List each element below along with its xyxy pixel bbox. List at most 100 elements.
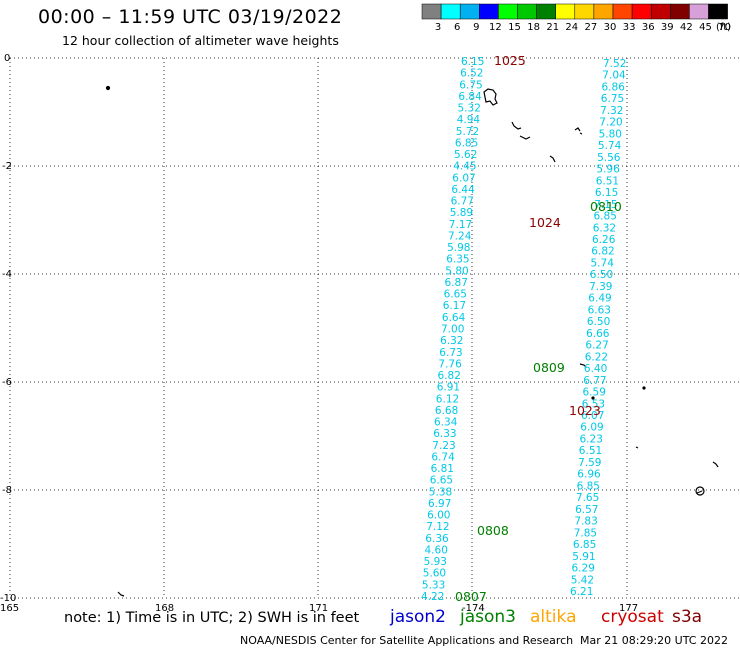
y-tick-label: -8 bbox=[2, 485, 12, 496]
colorbar-tick-label: 6 bbox=[454, 22, 460, 33]
wave-height-value: 7.20 bbox=[599, 117, 622, 129]
wave-height-value: 6.85 bbox=[577, 480, 600, 492]
wave-height-value: 7.23 bbox=[432, 440, 455, 452]
wave-height-value: 6.68 bbox=[435, 405, 458, 417]
wave-height-value: 6.87 bbox=[445, 277, 468, 289]
wave-height-value: 6.07 bbox=[581, 410, 604, 422]
wave-height-value: 6.77 bbox=[583, 375, 606, 387]
wave-height-value: 6.09 bbox=[580, 422, 603, 434]
x-tick-label: -174 bbox=[462, 603, 485, 614]
wave-height-value: 6.17 bbox=[443, 300, 466, 312]
wave-height-value: 6.29 bbox=[572, 563, 595, 575]
pass-label-1024: 1024 bbox=[529, 215, 561, 230]
wave-height-colorbar: 3 6 9 12 15 18 21 24 27 30 33 36 39 42 45 70 (ft) bbox=[421, 3, 731, 33]
legend-altika: altika bbox=[530, 607, 577, 627]
wave-height-value: 6.74 bbox=[431, 451, 455, 463]
wave-height-value: 6.86 bbox=[602, 82, 626, 94]
x-tick-label: 168 bbox=[155, 603, 174, 614]
wave-height-value: 5.74 bbox=[591, 258, 615, 270]
wave-height-value: 7.15 bbox=[594, 199, 617, 211]
wave-height-value: 7.52 bbox=[603, 58, 626, 70]
wave-height-value: 6.51 bbox=[579, 445, 602, 457]
colorbar-swatch bbox=[708, 3, 728, 20]
wave-height-value: 6.85 bbox=[594, 211, 617, 223]
legend-jason2: jason2 bbox=[390, 607, 446, 627]
colorbar-tick-label: 24 bbox=[565, 22, 578, 33]
island bbox=[579, 363, 587, 368]
wave-height-value: 4.22 bbox=[421, 591, 444, 603]
wave-height-value: 6.91 bbox=[437, 382, 460, 394]
colorbar-tick-label: 45 bbox=[699, 22, 712, 33]
wave-height-value: 5.42 bbox=[571, 574, 594, 586]
wave-height-value: 6.27 bbox=[585, 340, 608, 352]
wave-height-value: 6.49 bbox=[588, 293, 611, 305]
wave-height-value: 5.56 bbox=[597, 152, 621, 164]
chart-subtitle: 12 hour collection of altimeter wave hei… bbox=[62, 33, 339, 48]
island bbox=[117, 591, 125, 597]
wave-height-value: 6.34 bbox=[434, 417, 458, 429]
cryosat-track-1024: 7.527.046.866.757.327.205.805.745.565.96… bbox=[570, 58, 626, 598]
colorbar-tick-label: 39 bbox=[661, 22, 674, 33]
wave-height-value: 6.32 bbox=[440, 335, 463, 347]
pass-label-0809: 0809 bbox=[533, 360, 565, 375]
island bbox=[105, 85, 111, 91]
wave-height-value: 6.82 bbox=[438, 370, 461, 382]
colorbar-tick-label: 12 bbox=[489, 22, 502, 33]
pass-label-0807: 0807 bbox=[455, 589, 487, 604]
y-tick-label: -6 bbox=[2, 377, 12, 388]
wave-height-value: 7.00 bbox=[441, 324, 464, 336]
wave-height-value: 5.33 bbox=[422, 579, 445, 591]
chart-title: 00:00 – 11:59 UTC 03/19/2022 bbox=[38, 6, 343, 28]
wave-height-value: 5.89 bbox=[450, 207, 473, 219]
wave-height-value: 6.44 bbox=[451, 184, 475, 196]
wave-height-value: 7.65 bbox=[576, 492, 599, 504]
map-gridlines bbox=[9, 57, 740, 599]
wave-height-value: 6.50 bbox=[587, 316, 610, 328]
wave-height-value: 6.50 bbox=[590, 269, 613, 281]
wave-height-value: 6.52 bbox=[460, 68, 483, 80]
y-tick-label: 0 bbox=[4, 53, 10, 64]
wave-height-value: 7.85 bbox=[574, 527, 597, 539]
wave-height-value: 6.75 bbox=[459, 79, 482, 91]
pass-label-1025: 1025 bbox=[494, 53, 526, 68]
wave-height-value: 6.23 bbox=[580, 434, 603, 446]
wave-height-value: 6.73 bbox=[439, 347, 462, 359]
wave-height-value: 5.80 bbox=[445, 265, 468, 277]
y-tick-label: -4 bbox=[2, 269, 12, 280]
wave-height-value: 6.66 bbox=[586, 328, 610, 340]
island bbox=[712, 461, 719, 468]
wave-height-value: 6.77 bbox=[451, 196, 474, 208]
island bbox=[549, 155, 556, 163]
wave-height-value: 7.12 bbox=[426, 521, 449, 533]
wave-height-value: 5.96 bbox=[596, 164, 620, 176]
island bbox=[483, 88, 498, 106]
legend-jason3: jason3 bbox=[460, 607, 516, 627]
colorbar-tick-label: 36 bbox=[642, 22, 655, 33]
y-tick-label: -2 bbox=[2, 161, 12, 172]
wave-height-value: 5.32 bbox=[458, 103, 481, 115]
wave-height-value: 4.45 bbox=[453, 161, 476, 173]
footer-timestamp: Mar 21 08:29:20 UTC 2022 bbox=[580, 634, 728, 647]
wave-height-value: 6.81 bbox=[431, 463, 454, 475]
wave-height-value: 5.80 bbox=[599, 128, 622, 140]
wave-height-value: 7.76 bbox=[438, 358, 462, 370]
legend-s3a: s3a bbox=[672, 607, 703, 627]
wave-height-value: 6.15 bbox=[461, 56, 484, 68]
colorbar-tick-label: 27 bbox=[585, 22, 598, 33]
footer-note: note: 1) Time is in UTC; 2) SWH is in fe… bbox=[64, 610, 360, 626]
colorbar-tick-label: 9 bbox=[473, 22, 479, 33]
colorbar-tick-label: 15 bbox=[508, 22, 521, 33]
wave-height-value: 5.93 bbox=[424, 556, 447, 568]
wave-height-value: 7.32 bbox=[600, 105, 623, 117]
wave-height-value: 7.83 bbox=[574, 516, 597, 528]
island bbox=[635, 446, 639, 449]
pass-label-1023: 1023 bbox=[569, 403, 601, 418]
island bbox=[642, 386, 646, 390]
wave-height-value: 6.85 bbox=[573, 539, 596, 551]
wave-height-value: 6.85 bbox=[455, 137, 478, 149]
wave-height-value: 6.07 bbox=[452, 172, 475, 184]
wave-height-value: 7.59 bbox=[578, 457, 601, 469]
island-outlines bbox=[105, 85, 719, 597]
colorbar-swatches bbox=[421, 3, 728, 20]
